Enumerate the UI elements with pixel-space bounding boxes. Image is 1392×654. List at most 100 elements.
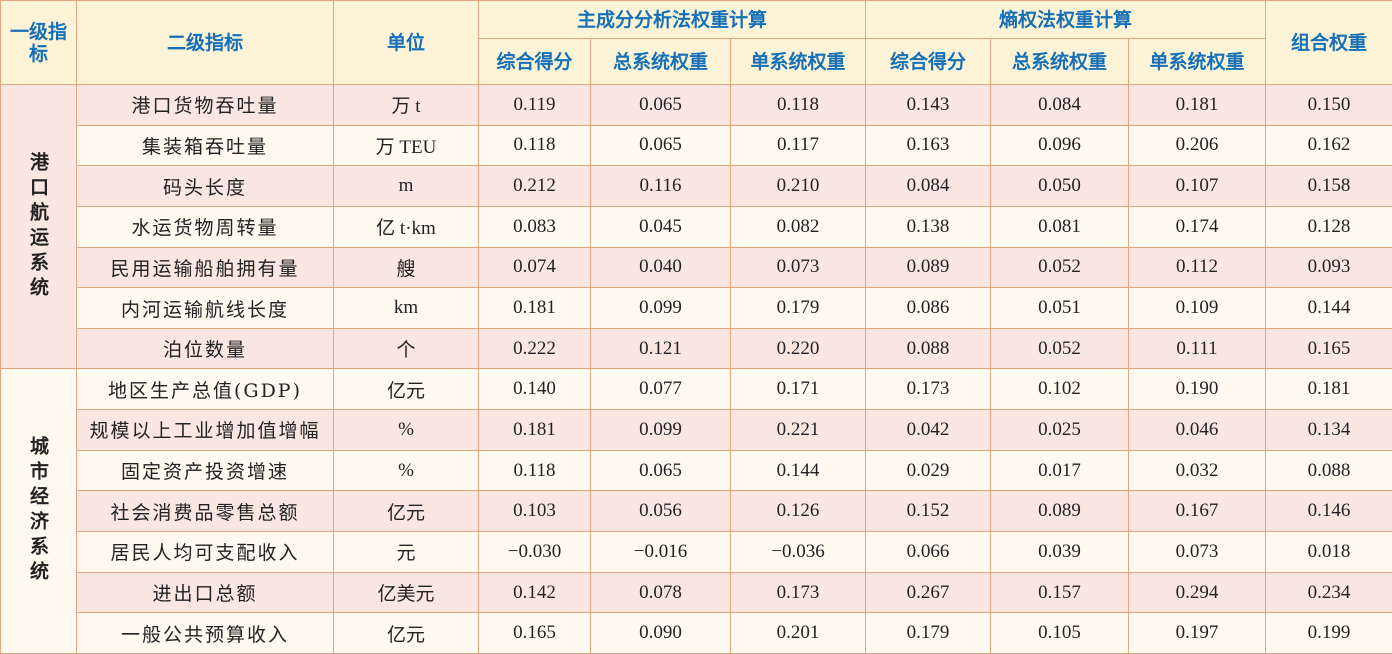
indicator-cell: 规模以上工业增加值增幅 [76,409,334,451]
table-row: 民用运输船舶拥有量艘 0.074 0.040 0.073 0.089 0.052 0.112… [1,246,1392,289]
value-cell: 0.017 [990,449,1129,492]
value-cell: 0.201 [730,612,866,654]
table-row: 居民人均可支配收入元 −0.030 −0.016 −0.036 0.066 0.039 0.… [1,531,1392,573]
value-cell: 0.046 [1128,409,1266,451]
value-cell: 0.294 [1128,571,1266,614]
table-row: 进出口总额 亿美元 0.142 0.078 0.173 0.267 0.157 0.294 0.… [1,571,1392,614]
value-cell: 0.090 [590,612,731,654]
unit-cell: 个 [333,327,479,370]
value-cell: 0.078 [590,571,731,614]
value-cell: 0.179 [730,287,866,329]
value-cell: 0.052 [990,327,1129,370]
header-cell: 单位 [333,0,479,85]
unit-cell: 元 [333,531,479,573]
value-cell: 0.089 [865,246,991,289]
value-cell: 0.066 [865,531,991,573]
value-cell: 0.099 [590,287,731,329]
value-cell: 0.142 [478,571,591,614]
unit-cell: km [333,287,479,329]
unit-cell: 亿美元 [333,571,479,614]
value-cell: 0.040 [590,246,731,289]
value-cell: 0.165 [478,612,591,654]
value-cell: 0.109 [1128,287,1266,329]
group-cell: 城市经济系统 [0,368,77,654]
value-cell: 0.052 [990,246,1129,289]
table-row: 固定资产投资增速% 0.118 0.065 0.144 0.029 0.017 0.032 0… [1,449,1392,492]
header-row: 一级指标 二级指标 单位 主成分分析法权重计算 熵权法权重计算 组合权重 [0,0,1392,85]
header-cell: 主成分分析法权重计算 [478,0,866,39]
value-cell: 0.103 [478,490,591,533]
indicator-cell: 内河运输航线长度 [76,287,334,329]
value-cell: 0.143 [865,84,991,126]
header-cell: 综合得分 [865,38,991,85]
value-cell: 0.025 [990,409,1129,451]
table-row: 社会消费品零售总额 亿元 0.103 0.056 0.126 0.152 0.089 0.16… [1,490,1392,533]
table-row: 泊位数量个 0.222 0.121 0.220 0.088 0.052 0.111 0.165 [1,327,1392,370]
value-cell: 0.150 [1265,84,1392,126]
value-cell: 0.167 [1128,490,1266,533]
table-body: 港口航运系统 港口货物吞吐量万 t 0.119 0.065 0.118 0.143 0.08… [0,83,1392,654]
header-cell: 熵权法权重计算 [865,0,1266,39]
value-cell: 0.181 [1128,84,1266,126]
value-cell: 0.081 [990,205,1129,248]
value-cell: 0.118 [478,124,591,167]
value-cell: 0.077 [590,368,731,411]
value-cell: 0.093 [1265,246,1392,289]
table-row: 港口航运系统 港口货物吞吐量万 t 0.119 0.065 0.118 0.143 0.08… [0,83,1392,370]
value-cell: 0.074 [478,246,591,289]
value-cell: 0.138 [865,205,991,248]
value-cell: 0.158 [1265,165,1392,207]
indicator-cell: 社会消费品零售总额 [76,490,334,533]
unit-cell: 亿 t·km [333,205,479,248]
value-cell: 0.206 [1128,124,1266,167]
indicator-cell: 港口货物吞吐量 [76,84,334,126]
header-cell: 综合得分 [478,38,591,85]
value-cell: 0.082 [730,205,866,248]
value-cell: 0.173 [730,571,866,614]
header-cell: 单系统权重 [730,38,866,85]
value-cell: 0.234 [1265,571,1392,614]
value-cell: 0.179 [865,612,991,654]
indicator-cell: 码头长度 [76,165,334,207]
value-cell: 0.174 [1128,205,1266,248]
table-row: 城市经济系统 地区生产总值(GDP) 亿元 0.140 0.077 0.171 0.173 0… [0,368,1392,654]
indicator-cell: 水运货物周转量 [76,205,334,248]
value-cell: 0.220 [730,327,866,370]
value-cell: 0.086 [865,287,991,329]
value-cell: 0.073 [730,246,866,289]
value-cell: 0.212 [478,165,591,207]
value-cell: 0.181 [478,287,591,329]
indicator-cell: 地区生产总值(GDP) [76,368,334,411]
value-cell: 0.199 [1265,612,1392,654]
value-cell: 0.042 [865,409,991,451]
indicator-cell: 一般公共预算收入 [76,612,334,654]
value-cell: 0.107 [1128,165,1266,207]
value-cell: 0.221 [730,409,866,451]
value-cell: 0.144 [730,449,866,492]
value-cell: 0.197 [1128,612,1266,654]
header-cell: 一级指标 [0,0,77,85]
value-cell: 0.045 [590,205,731,248]
value-cell: 0.088 [1265,449,1392,492]
value-cell: 0.126 [730,490,866,533]
value-cell: 0.083 [478,205,591,248]
unit-cell: 亿元 [333,490,479,533]
indicator-cell: 进出口总额 [76,571,334,614]
value-cell: 0.144 [1265,287,1392,329]
value-cell: 0.073 [1128,531,1266,573]
value-cell: 0.146 [1265,490,1392,533]
value-cell: 0.210 [730,165,866,207]
unit-cell: 万 TEU [333,124,479,167]
value-cell: 0.152 [865,490,991,533]
unit-cell: 艘 [333,246,479,289]
header-row: 综合得分 总系统权重 单系统权重 综合得分 总系统权重 单系统权重 [1,38,1392,85]
value-cell: 0.088 [865,327,991,370]
value-cell: 0.118 [730,84,866,126]
value-cell: 0.065 [590,84,731,126]
value-cell: −0.036 [730,531,866,573]
value-cell: 0.157 [990,571,1129,614]
value-cell: 0.018 [1265,531,1392,573]
value-cell: 0.171 [730,368,866,411]
value-cell: 0.222 [478,327,591,370]
